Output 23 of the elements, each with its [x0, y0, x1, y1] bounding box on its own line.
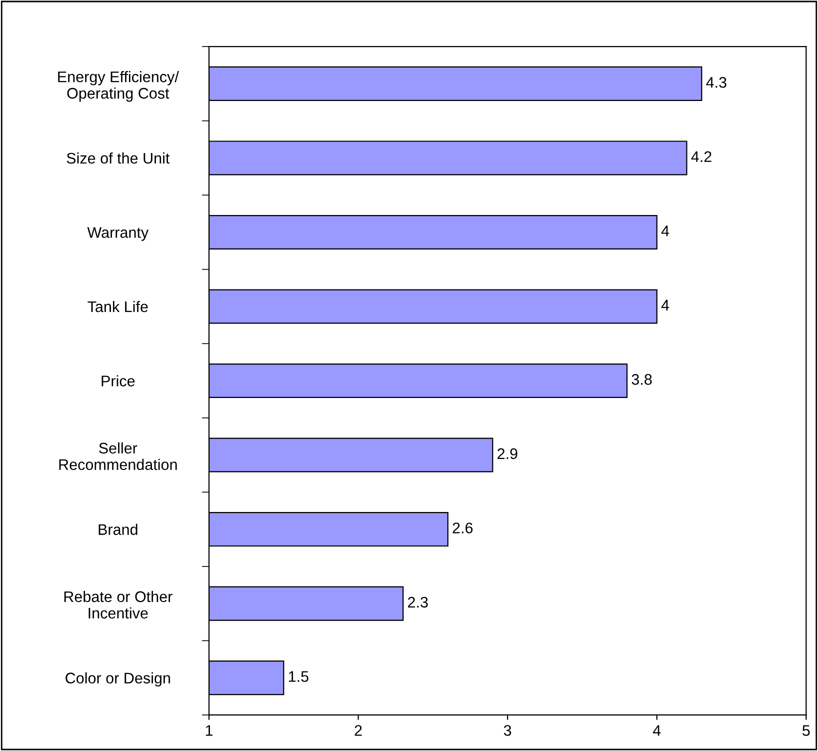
y-tick-label: Color or Design — [66, 672, 170, 687]
x-tick-label: 4 — [652, 725, 661, 736]
y-tick-label: Warranty — [87, 227, 149, 241]
y-tick-label: Energy Efficiency/ Operating Cost — [58, 71, 179, 102]
y-tick-label: Seller Recommendation — [59, 442, 177, 470]
y-tick-label: Tank Life — [88, 300, 148, 312]
data-label: 3.8 — [632, 374, 652, 385]
x-tick-label: 5 — [802, 725, 810, 736]
data-label: 2.6 — [452, 522, 473, 534]
data-label: 2.9 — [498, 448, 518, 460]
data-label: 1.5 — [288, 671, 308, 682]
x-tick-label: 1 — [206, 725, 212, 736]
data-label: 4 — [661, 300, 670, 310]
data-label: 2.3 — [408, 596, 428, 608]
x-tick-label: 3 — [504, 725, 512, 736]
y-tick-label: Size of the Unit — [66, 152, 170, 164]
y-tick-label: Rebate or Other Incentive — [64, 590, 172, 619]
data-label: 4 — [661, 226, 670, 236]
y-tick-label: Price — [102, 375, 135, 386]
data-label: 4.2 — [691, 151, 712, 162]
x-tick-label: 2 — [354, 725, 362, 736]
y-tick-label: Brand — [98, 524, 138, 535]
data-label: 4.3 — [706, 76, 726, 88]
